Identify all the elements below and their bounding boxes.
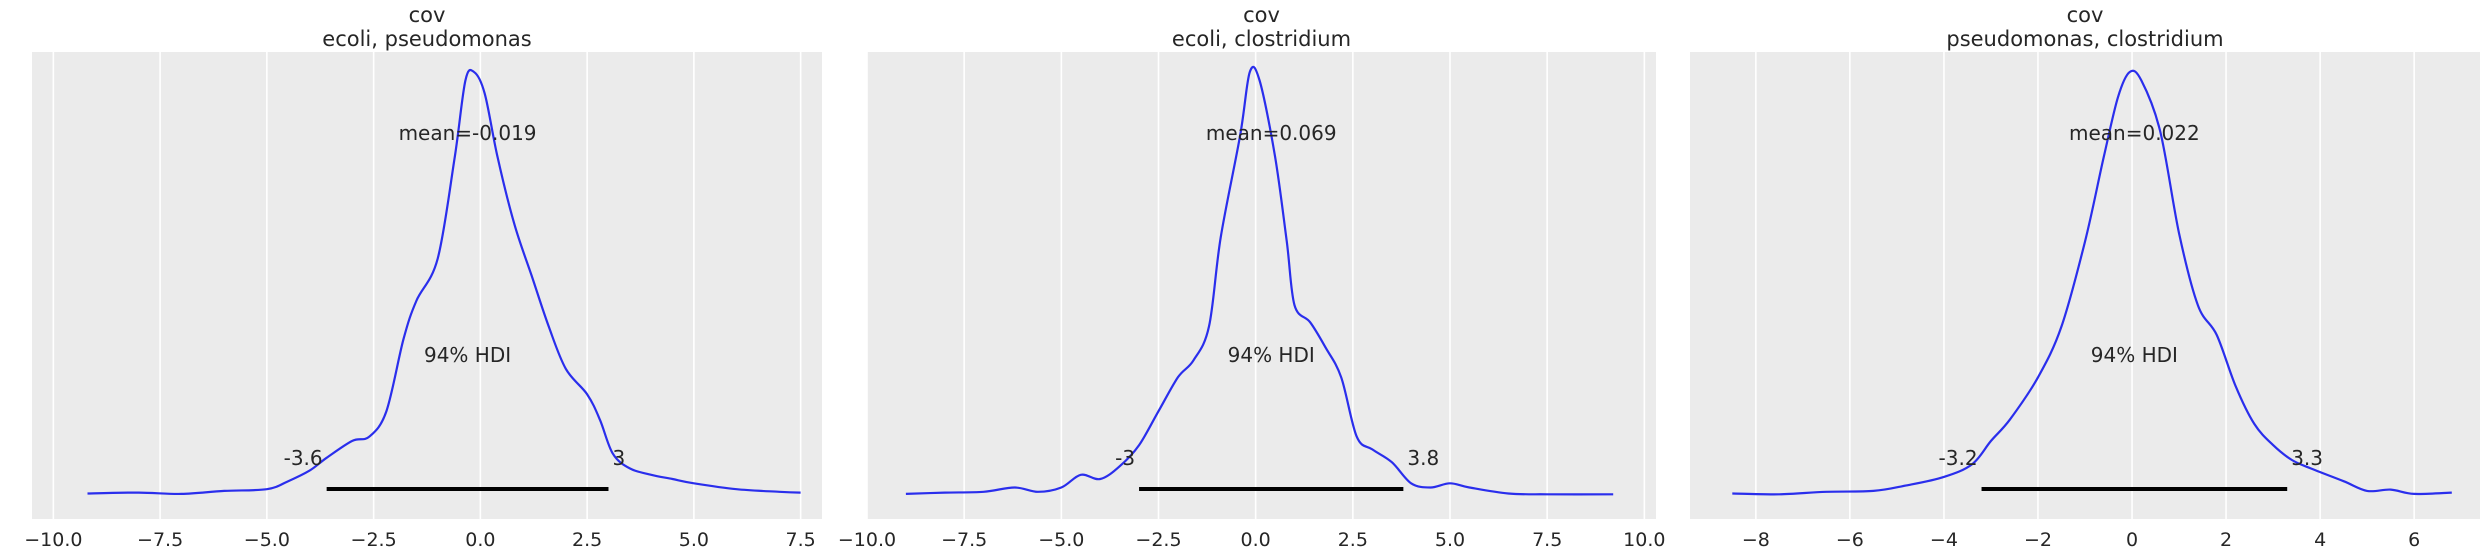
chart-panel-2: −10.0 −7.5 −5.0 −2.5 0.0 2.5 5.0 7.5 10.0 covecol… xyxy=(838,3,1666,551)
mean-label: mean=-0.019 xyxy=(399,121,537,145)
hdi-label: 94% HDI xyxy=(1228,343,1315,367)
x-tick-label: 0 xyxy=(2126,529,2138,551)
x-tick-label: −10.0 xyxy=(24,529,82,551)
x-tick-label: −8 xyxy=(1742,529,1770,551)
hdi-upper-label: 3.8 xyxy=(1407,446,1439,470)
x-tick-label: 0.0 xyxy=(1241,529,1271,551)
x-tick-label: 2.5 xyxy=(1338,529,1368,551)
x-tick-label: 10.0 xyxy=(1623,529,1665,551)
x-tick-label: −6 xyxy=(1836,529,1864,551)
x-tick-label: 6 xyxy=(2408,529,2420,551)
mean-label: mean=0.069 xyxy=(1206,121,1337,145)
x-tick-label: −10.0 xyxy=(838,529,896,551)
density-line xyxy=(87,68,801,496)
chart-title: cov xyxy=(2067,3,2104,27)
x-tick-label: 7.5 xyxy=(1532,529,1562,551)
x-tick-label: 7.5 xyxy=(786,529,816,551)
x-tick-label: −7.5 xyxy=(941,529,987,551)
plot-area xyxy=(867,52,1656,519)
hdi-lower-label: -3.6 xyxy=(284,446,323,470)
hdi-upper-label: 3.3 xyxy=(2291,446,2323,470)
hdi-upper-label: 3 xyxy=(612,446,625,470)
x-tick-label: −5.0 xyxy=(1038,529,1084,551)
mean-label: mean=0.022 xyxy=(2069,121,2200,145)
x-tick-label: 2 xyxy=(2220,529,2232,551)
x-tick-label: −7.5 xyxy=(137,529,183,551)
chart-subtitle: pseudomonas, clostridium xyxy=(1946,27,2223,51)
x-tick-label: 5.0 xyxy=(1435,529,1465,551)
plot-area xyxy=(32,52,822,519)
density-line xyxy=(1732,69,2452,496)
x-tick-label: −2.5 xyxy=(1135,529,1181,551)
x-tick-label: −4 xyxy=(1930,529,1958,551)
chart-title: cov xyxy=(1243,3,1280,27)
x-tick-label: 4 xyxy=(2314,529,2326,551)
hdi-lower-label: -3.2 xyxy=(1939,446,1978,470)
x-tick-label: 5.0 xyxy=(679,529,709,551)
x-tick-label: −5.0 xyxy=(244,529,290,551)
hdi-label: 94% HDI xyxy=(424,343,511,367)
density-line xyxy=(905,65,1614,496)
chart-title: cov xyxy=(409,3,446,27)
hdi-lower-label: -3 xyxy=(1115,446,1135,470)
chart-subtitle: ecoli, clostridium xyxy=(1172,27,1351,51)
x-tick-label: 2.5 xyxy=(572,529,602,551)
x-tick-label: −2.5 xyxy=(351,529,397,551)
x-tick-label: 0.0 xyxy=(465,529,495,551)
plot-area xyxy=(1690,52,2480,519)
x-tick-label: −2 xyxy=(2024,529,2052,551)
hdi-label: 94% HDI xyxy=(2091,343,2178,367)
chart-subtitle: ecoli, pseudomonas xyxy=(322,27,531,51)
